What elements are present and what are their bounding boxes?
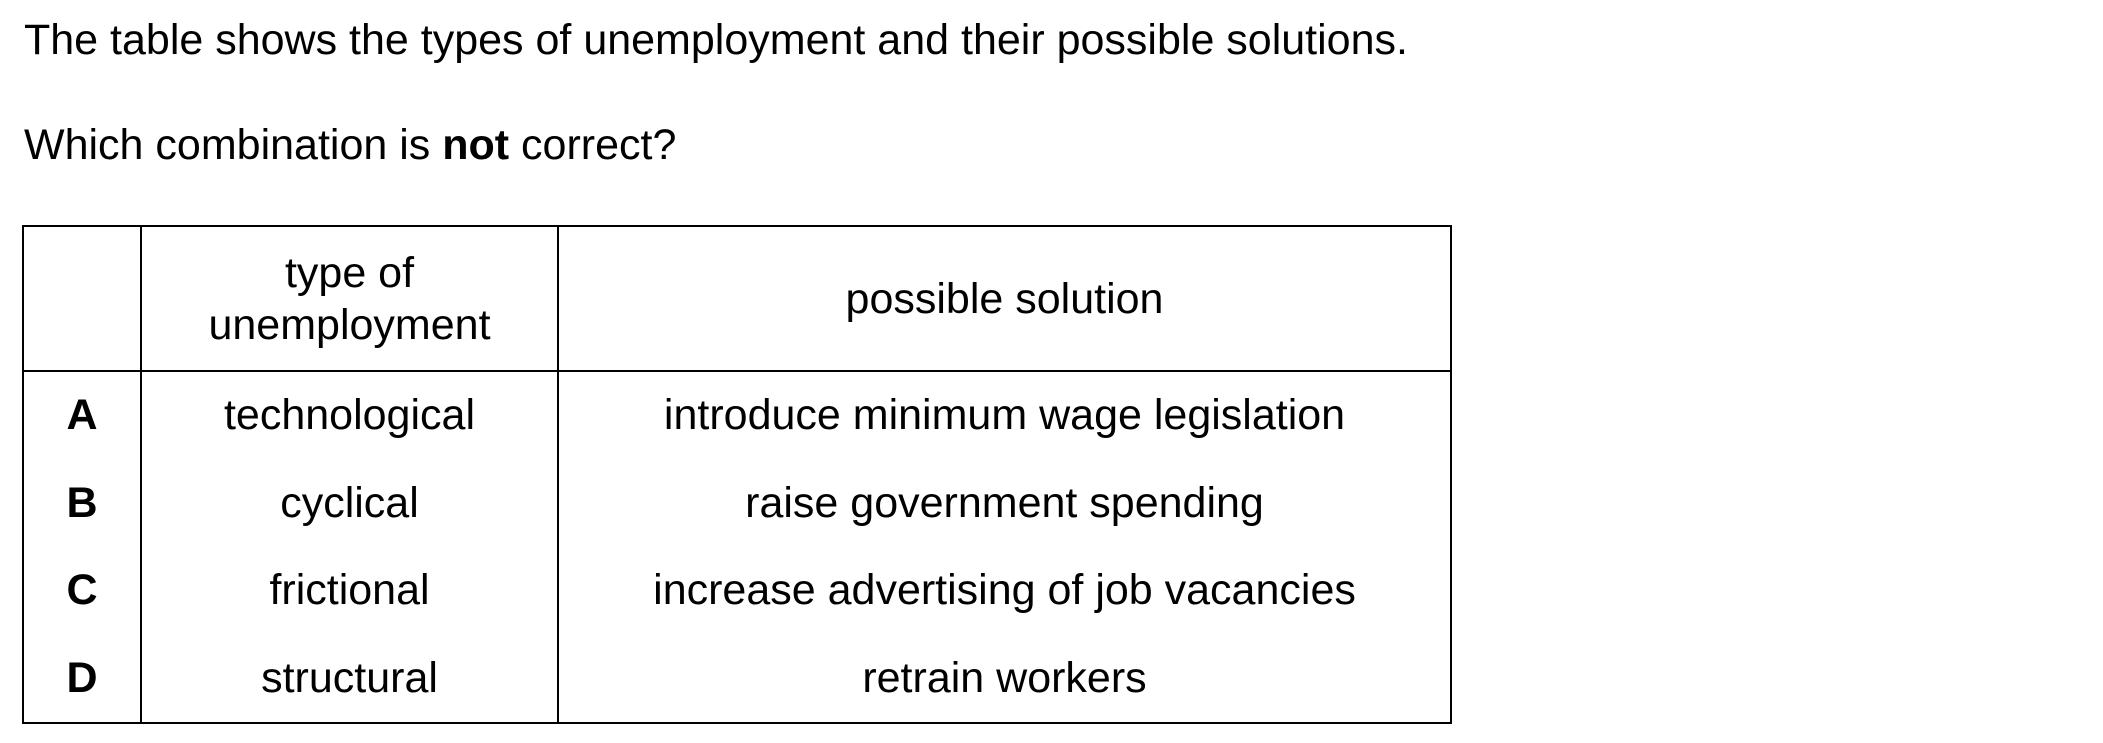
question-text: Which combination is not correct? xyxy=(24,117,676,173)
solution-cell: introduce minimum wage legislation xyxy=(557,371,1452,460)
table-row: A technological introduce minimum wage l… xyxy=(22,371,1452,460)
question-text-before: Which combination is xyxy=(24,121,443,169)
header-type-line-1: type of xyxy=(284,248,415,297)
question-emphasis: not xyxy=(442,121,510,169)
option-letter: C xyxy=(22,546,142,635)
option-letter: B xyxy=(22,459,142,547)
solution-cell: retrain workers xyxy=(557,634,1452,724)
table-row: B cyclical raise government spending xyxy=(22,459,1452,547)
header-type-of-unemployment: type of unemployment xyxy=(140,225,559,372)
header-option-letter xyxy=(22,225,142,372)
option-letter: D xyxy=(22,634,142,724)
unemployment-type-cell: structural xyxy=(140,634,559,724)
answer-options-table: type of unemployment possible solution A… xyxy=(22,225,1452,724)
unemployment-type-cell: technological xyxy=(140,371,559,460)
option-letter: A xyxy=(22,371,142,460)
table-header-row: type of unemployment possible solution xyxy=(22,225,1452,372)
header-type-line-2: unemployment xyxy=(208,300,491,349)
table-row: C frictional increase advertising of job… xyxy=(22,546,1452,635)
header-possible-solution: possible solution xyxy=(557,225,1452,372)
solution-cell: raise government spending xyxy=(557,459,1452,547)
table-row: D structural retrain workers xyxy=(22,634,1452,724)
intro-text: The table shows the types of unemploymen… xyxy=(24,16,1408,64)
unemployment-type-cell: frictional xyxy=(140,546,559,635)
question-text-after: correct? xyxy=(509,121,677,169)
solution-cell: increase advertising of job vacancies xyxy=(557,546,1452,635)
unemployment-type-cell: cyclical xyxy=(140,459,559,547)
